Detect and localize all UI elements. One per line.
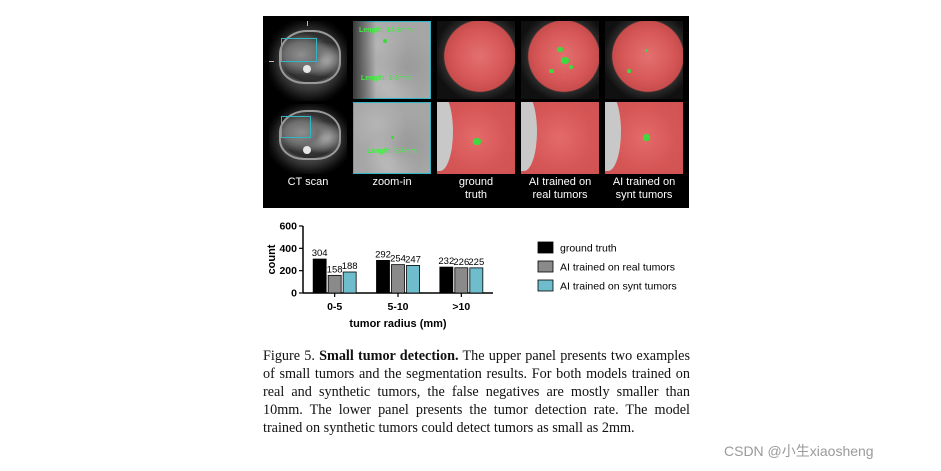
legend-swatch [537,279,554,292]
bar [327,274,342,294]
tumor-marker [383,39,387,43]
zoom-region-box [281,116,311,138]
bar-value-label: 247 [405,254,421,265]
x-axis-label: tumor radius (mm) [349,318,447,330]
column-label-text: zoom-in [372,176,412,188]
y-tick-label: 600 [279,221,297,233]
tumor-prediction [561,57,569,64]
bar-value-label: 225 [468,257,484,268]
real-tumor-prediction-image-2 [521,102,599,174]
column-label-text: CT scan [287,176,329,188]
bar-value-label: 188 [342,261,358,272]
length-annotation: Length: 8.5mm [361,75,411,82]
y-tick-label: 200 [279,265,297,277]
ct-body-shape [279,30,341,84]
zoom-in-image-1: Length: 14.3mm Length: 8.5mm [353,21,431,99]
y-tick-label: 400 [279,243,297,255]
tumor-prediction [645,49,648,52]
ct-axis-tick [269,61,274,62]
tumor-prediction [557,47,563,52]
zoom-in-image-2: Length: 3.4mm [353,102,431,174]
tumor-marker [391,136,394,139]
y-tick-label: 0 [291,288,297,300]
bar-value-label: 226 [453,257,469,268]
column-label-synt-tumors: AI trained on synt tumors [603,176,685,202]
column-label-ct-scan: CT scan [267,176,349,189]
ct-axis-tick [307,21,308,26]
figure-image-panel: Length: 14.3mm Length: 8.5mm Length: 3.4… [263,16,689,208]
bar-value-label: 158 [327,264,343,275]
bar [439,266,454,294]
ct-scan-image-2 [269,104,347,174]
column-label-text: ground truth [458,176,494,201]
caption-body: The upper panel presents two examples of… [263,348,690,436]
caption-prefix: Figure 5. [263,348,315,364]
tumor-prediction [549,69,554,73]
x-tick-label: 0-5 [327,301,342,313]
zoom-dark-region [353,21,377,99]
synt-tumor-prediction-image-2 [605,102,683,174]
ct-spine-shape [303,65,311,73]
column-label-text: AI trained on real tumors [528,176,592,201]
bar [391,264,405,294]
bar [342,271,357,294]
y-axis-label: count [266,244,278,274]
ct-scan-image-1 [269,21,347,101]
legend-label: AI trained on synt tumors [560,281,677,293]
legend-label: ground truth [560,243,617,255]
liver-edge [437,102,453,172]
liver-edge [605,102,621,172]
x-tick-label: 5-10 [387,301,408,313]
bar-value-label: 304 [312,248,328,259]
x-tick-label: >10 [452,301,470,313]
length-annotation: Length: 14.3mm [359,27,413,34]
bar [312,258,327,294]
bar [376,259,390,294]
real-tumor-prediction-image-1 [521,21,599,99]
bar-value-label: 232 [438,256,454,267]
bar-value-label: 292 [375,249,391,260]
column-label-zoom-in: zoom-in [351,176,433,189]
legend-swatch [537,241,554,254]
bar [469,267,484,294]
legend-label: AI trained on real tumors [560,262,675,274]
tumor-prediction [627,69,631,73]
bar [454,267,469,294]
bar [406,265,420,294]
synt-tumor-prediction-image-1 [605,21,683,99]
ground-truth-image-1 [437,21,515,99]
detection-bar-chart: 0 200 400 600 count 304 158 188 0-5 292 254 247 5-10… [263,214,693,334]
bar-value-label: 254 [390,254,406,265]
tumor-mask [473,138,481,145]
caption-bold-title: Small tumor detection. [319,348,459,364]
liver-edge [521,102,537,172]
column-label-text: AI trained on synt tumors [612,176,676,201]
tumor-prediction [569,65,573,69]
tumor-prediction [643,134,650,141]
ct-spine-shape [303,146,311,154]
zoom-region-box [281,38,317,62]
column-label-ground-truth: ground truth [435,176,517,202]
watermark: CSDN @小生xiaosheng [724,443,874,459]
column-label-real-tumors: AI trained on real tumors [519,176,601,202]
legend-swatch [537,260,554,273]
ground-truth-image-2 [437,102,515,174]
figure-caption: Figure 5. Small tumor detection. The upp… [263,347,690,437]
length-annotation: Length: 3.4mm [367,148,417,155]
